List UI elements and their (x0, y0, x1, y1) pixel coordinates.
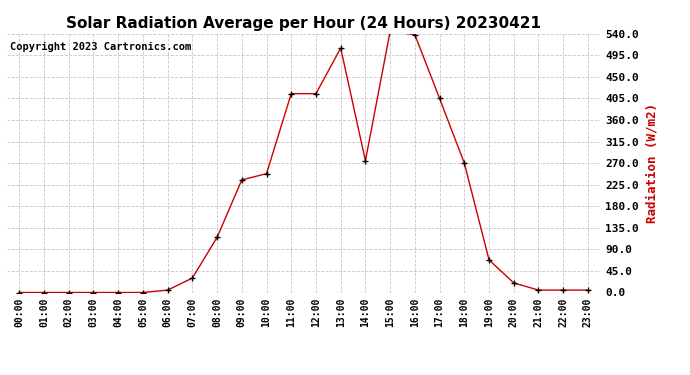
Title: Solar Radiation Average per Hour (24 Hours) 20230421: Solar Radiation Average per Hour (24 Hou… (66, 16, 541, 31)
Y-axis label: Radiation (W/m2): Radiation (W/m2) (646, 103, 659, 223)
Text: Copyright 2023 Cartronics.com: Copyright 2023 Cartronics.com (10, 42, 191, 51)
